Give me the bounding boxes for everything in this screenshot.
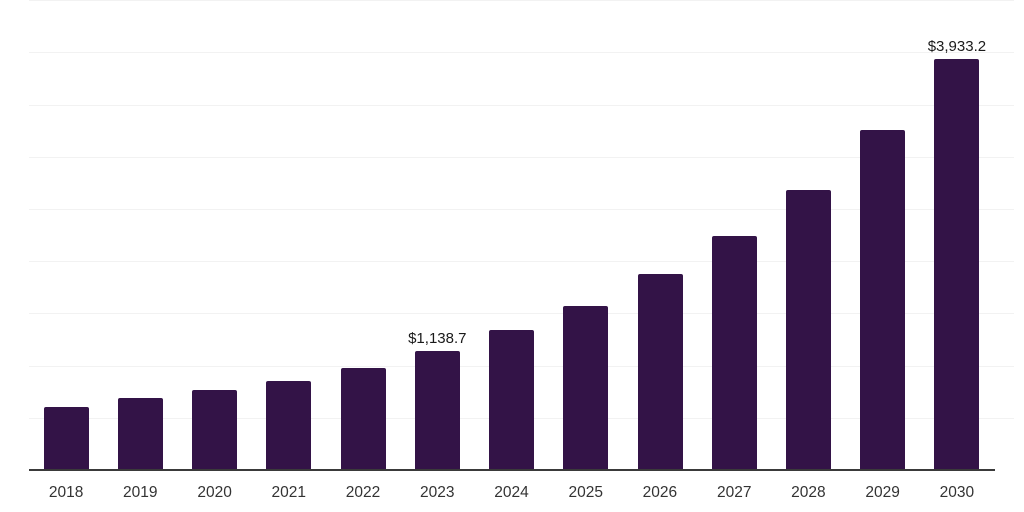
value-label-2023: $1,138.7 [408,330,467,348]
value-label-2030: $3,933.2 [927,38,987,56]
x-tick-2025: 2025 [568,484,603,501]
gridline-2500 [29,209,1014,210]
x-tick-2020: 2020 [197,484,232,501]
x-tick-2026: 2026 [642,484,678,501]
bar-2025 [563,305,609,470]
bar-2020 [192,390,238,470]
bar-2027 [711,235,757,470]
x-tick-2021: 2021 [271,484,307,501]
x-tick-2022: 2022 [345,484,381,501]
x-tick-2024: 2024 [494,484,529,501]
bar-2026 [637,274,683,471]
bar-2021 [266,380,312,470]
gridline-3500 [29,104,1014,106]
x-tick-2030: 2030 [939,484,975,501]
x-tick-2018: 2018 [48,484,84,501]
bar-2019 [117,397,163,470]
bar-2022 [340,367,386,470]
gridline-2000 [29,261,1014,263]
gridline-3000 [29,156,1014,158]
bar-2023 [414,351,460,470]
bar-2030 [934,59,980,470]
bar-2028 [785,190,831,470]
x-tick-2023: 2023 [420,484,455,501]
x-axis-line [29,469,995,471]
x-tick-2019: 2019 [123,484,158,501]
x-tick-2029: 2029 [865,484,900,501]
bar-2029 [860,130,906,470]
gridline-1500 [29,313,1014,315]
gridline-4500 [29,0,1014,2]
bar-2018 [43,406,89,470]
bar-2024 [489,329,534,470]
x-tick-2027: 2027 [716,484,752,501]
x-tick-2028: 2028 [791,484,826,501]
gridline-4000 [29,52,1014,54]
